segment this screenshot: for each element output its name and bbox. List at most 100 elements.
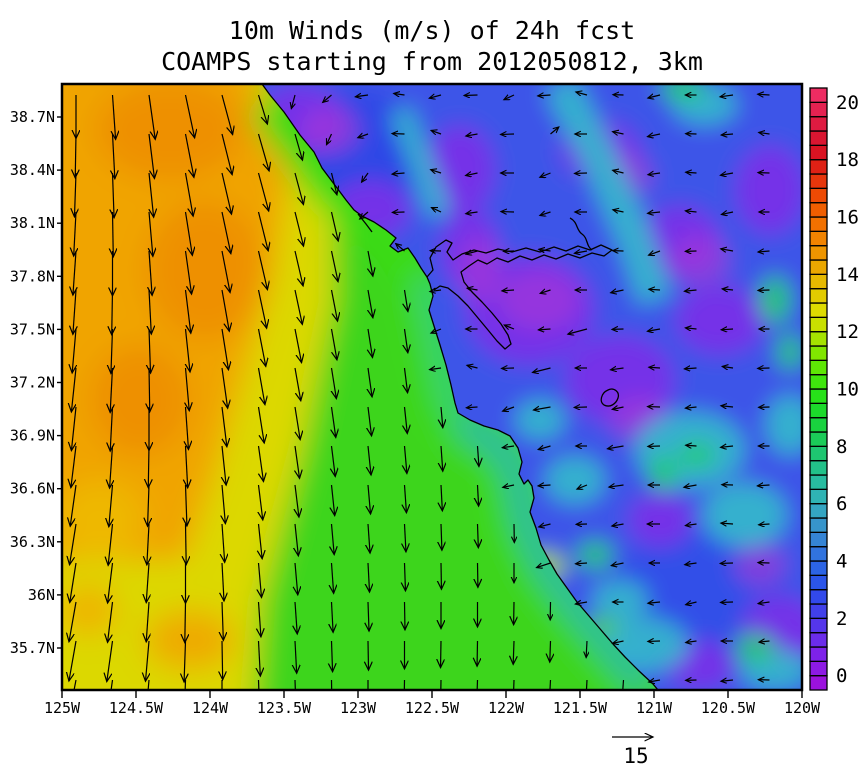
wind-vector <box>108 562 114 603</box>
x-tick-label: 124W <box>192 699 229 717</box>
wind-vector <box>332 445 336 476</box>
wind-vector <box>332 406 336 437</box>
wind-vector <box>649 680 661 682</box>
colorbar-segment <box>809 302 828 318</box>
wind-vector <box>759 132 770 134</box>
wind-vector <box>368 445 371 475</box>
wind-vector <box>69 601 77 642</box>
wind-vector <box>184 211 193 255</box>
colorbar-segment <box>809 331 828 347</box>
colorbar-tick-label: 16 <box>836 207 859 229</box>
wind-vector <box>257 289 267 328</box>
wind-vector <box>70 523 77 565</box>
wind-vector <box>504 325 515 329</box>
wind-vector <box>538 329 551 330</box>
wind-vector <box>368 367 372 397</box>
wind-vector <box>648 95 661 98</box>
colorbar-segment <box>809 144 828 161</box>
wind-vector <box>405 523 406 552</box>
y-tick-label: 37.5N <box>10 320 55 338</box>
wind-vector <box>257 133 270 171</box>
wind-vector <box>405 445 407 473</box>
wind-vector <box>368 640 369 670</box>
wind-vector <box>149 250 152 295</box>
wind-vector <box>71 406 77 451</box>
wind-vector <box>721 406 734 407</box>
colorbar-segment <box>809 359 828 376</box>
wind-vector <box>576 92 588 95</box>
colorbar-segment <box>809 531 828 548</box>
wind-vector <box>478 445 479 466</box>
reference-vector-label: 15 <box>623 744 648 768</box>
wind-vector <box>149 172 154 217</box>
wind-vector <box>184 94 195 138</box>
wind-vector <box>184 172 194 216</box>
wind-vector <box>147 679 150 690</box>
colorbar-segment <box>809 402 828 419</box>
wind-vector <box>330 211 339 241</box>
wind-vector <box>577 485 588 489</box>
colorbar-segment <box>809 345 828 361</box>
colorbar-segment <box>809 488 828 505</box>
wind-vector <box>110 679 114 690</box>
wind-vector <box>368 523 370 553</box>
wind-vector <box>332 523 335 555</box>
wind-vector <box>722 366 734 368</box>
wind-vector <box>184 679 187 690</box>
wind-vector <box>145 640 149 681</box>
colorbar-segment <box>809 388 828 404</box>
wind-vector <box>613 132 624 134</box>
wind-vector <box>294 133 302 160</box>
colorbar-segment <box>809 632 828 648</box>
wind-vector <box>758 94 770 95</box>
y-tick-label: 38.1N <box>10 214 55 232</box>
wind-vector <box>323 94 332 102</box>
wind-vector <box>467 365 478 368</box>
wind-vector <box>368 328 373 357</box>
wind-vector <box>221 250 230 292</box>
wind-vector <box>431 208 442 212</box>
wind-vector <box>648 173 661 175</box>
colorbar-tick-label: 8 <box>836 436 847 458</box>
wind-vector <box>257 211 269 251</box>
x-tick-label: 122.5W <box>405 699 460 717</box>
wind-vector <box>549 679 552 690</box>
wind-vector <box>362 172 369 182</box>
colorbar-tick-label: 20 <box>836 92 859 114</box>
wind-vector <box>73 679 77 690</box>
wind-vector <box>392 173 405 174</box>
wind-vector <box>259 601 261 637</box>
wind-vector <box>259 445 264 481</box>
x-tick-label: 121.5W <box>553 699 608 717</box>
colorbar-segment <box>809 87 828 103</box>
wind-vector <box>73 289 76 334</box>
y-tick-label: 37.2N <box>10 374 55 392</box>
wind-vector <box>186 328 191 372</box>
wind-vector <box>540 212 551 215</box>
wind-vector <box>684 290 697 291</box>
colorbar-segment <box>809 417 828 433</box>
wind-vector <box>149 367 150 412</box>
colorbar-tick-label: 14 <box>836 264 859 286</box>
wind-vector <box>186 367 190 411</box>
colorbar-segment <box>809 474 828 490</box>
colorbar-segment <box>809 245 828 261</box>
wind-vector <box>503 485 515 487</box>
wind-vector <box>149 289 151 334</box>
wind-vector <box>294 289 302 324</box>
wind-vector <box>405 289 408 311</box>
wind-vector <box>405 406 408 433</box>
wind-vector <box>332 640 333 672</box>
wind-vector <box>294 328 302 363</box>
wind-vector <box>222 523 225 562</box>
wind-vector <box>294 250 303 286</box>
wind-vector <box>686 602 697 605</box>
wind-vector <box>441 445 443 471</box>
wind-vector <box>295 523 298 556</box>
wind-vector <box>368 289 373 318</box>
wind-vector <box>647 329 661 331</box>
wind-vector <box>185 601 186 643</box>
x-tick-label: 122W <box>488 699 525 717</box>
